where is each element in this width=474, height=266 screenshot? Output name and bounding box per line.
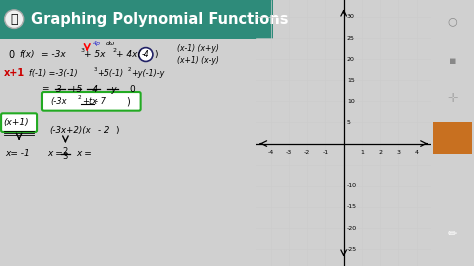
Text: ): ) (115, 126, 118, 135)
Text: +tx: +tx (82, 97, 97, 106)
Text: ✏: ✏ (448, 229, 457, 239)
Text: (x+1) (x-y): (x+1) (x-y) (177, 56, 219, 65)
Text: 0: 0 (8, 49, 14, 60)
Text: 1: 1 (360, 150, 364, 155)
Circle shape (139, 48, 153, 61)
Text: =: = (41, 85, 49, 94)
Text: -4: -4 (142, 50, 150, 59)
Text: ○: ○ (448, 16, 457, 26)
Text: -3: -3 (286, 150, 292, 155)
Text: (-3x: (-3x (50, 97, 67, 106)
Text: f(-1) =-3(-1): f(-1) =-3(-1) (28, 69, 77, 78)
Text: 2: 2 (112, 48, 116, 52)
Text: (x+1): (x+1) (3, 118, 29, 127)
Text: 3: 3 (56, 85, 62, 94)
Text: 10: 10 (347, 99, 355, 104)
Text: x+1: x+1 (4, 68, 25, 78)
Text: -2: -2 (304, 150, 310, 155)
Text: 2: 2 (378, 150, 382, 155)
Text: -20: -20 (347, 226, 357, 231)
Text: -4: -4 (90, 85, 99, 94)
Text: 2: 2 (78, 95, 82, 100)
Text: dω: dω (106, 41, 115, 46)
Text: 3: 3 (396, 150, 401, 155)
Text: ✛: ✛ (447, 92, 458, 105)
Text: f(x): f(x) (19, 50, 35, 59)
Text: (x-1) (x+y): (x-1) (x+y) (177, 44, 219, 53)
Text: 15: 15 (347, 78, 355, 83)
Text: 4p: 4p (93, 41, 101, 46)
Text: + 5x: + 5x (84, 50, 106, 59)
Text: = -3x: = -3x (41, 50, 65, 59)
Text: 3: 3 (81, 48, 84, 52)
Text: +5(-1): +5(-1) (97, 69, 123, 78)
Text: ▪: ▪ (449, 56, 456, 66)
Text: -10: -10 (347, 183, 357, 188)
Text: + 4x(: + 4x( (116, 50, 141, 59)
Text: - 7: - 7 (95, 97, 106, 106)
Text: Graphing Polynomial Functions: Graphing Polynomial Functions (30, 12, 288, 27)
Text: -y: -y (109, 85, 118, 94)
Text: - 2: - 2 (98, 126, 109, 135)
FancyBboxPatch shape (1, 113, 37, 132)
Text: -1: -1 (322, 150, 328, 155)
Text: -25: -25 (347, 247, 357, 252)
Circle shape (5, 10, 24, 28)
Text: ): ) (154, 50, 157, 59)
FancyBboxPatch shape (42, 92, 141, 111)
Text: x =: x = (76, 149, 92, 158)
FancyBboxPatch shape (433, 122, 472, 154)
Text: 0: 0 (129, 85, 135, 94)
Text: 💡: 💡 (10, 14, 18, 26)
Text: 4: 4 (415, 150, 419, 155)
Text: 25: 25 (347, 35, 355, 40)
Text: 5: 5 (347, 120, 351, 125)
Text: 3: 3 (93, 67, 97, 72)
Text: 3: 3 (62, 152, 68, 161)
Text: +y(-1)-y: +y(-1)-y (131, 69, 164, 78)
Text: ): ) (126, 96, 130, 106)
Text: +5: +5 (70, 85, 83, 94)
Text: x =: x = (47, 149, 63, 158)
Text: 2: 2 (62, 147, 67, 156)
Text: 30: 30 (347, 14, 355, 19)
FancyBboxPatch shape (0, 0, 273, 39)
Text: 2: 2 (128, 67, 131, 72)
Text: -15: -15 (347, 204, 357, 209)
Text: 20: 20 (347, 57, 355, 62)
Text: -4: -4 (267, 150, 273, 155)
Text: x= -1: x= -1 (5, 149, 30, 158)
Text: (-3x+2)(x: (-3x+2)(x (49, 126, 91, 135)
